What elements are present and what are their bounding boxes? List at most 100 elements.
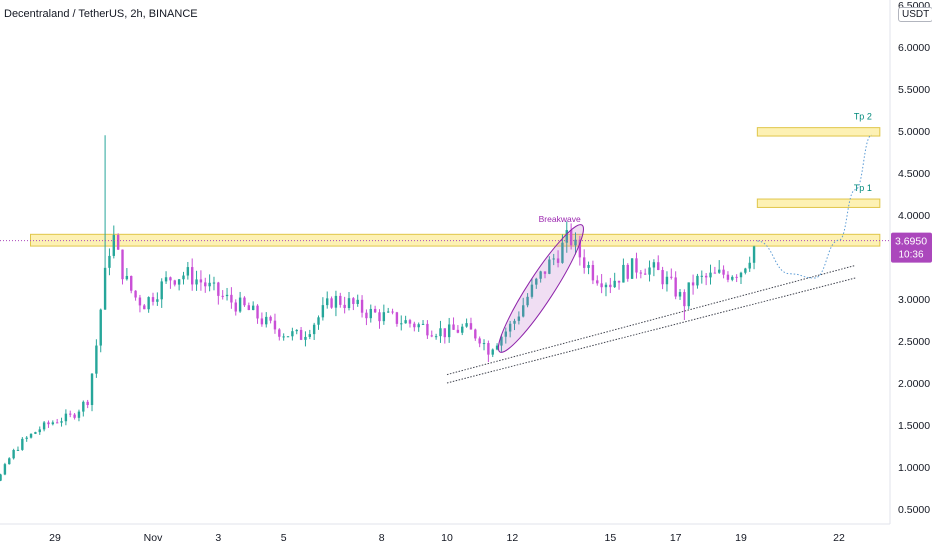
resistance-zone[interactable]	[30, 233, 881, 247]
x-tick-label: 10	[441, 532, 453, 544]
candle-body	[752, 246, 756, 263]
candle-body	[378, 312, 381, 322]
candle-body	[522, 305, 525, 317]
candle-body	[426, 323, 429, 336]
candle-body	[657, 262, 660, 271]
time-axis[interactable]: 29 Nov 3 5 8 10 12 15 17 19 22	[49, 532, 845, 544]
candle-body	[500, 336, 503, 346]
candle-body	[312, 324, 316, 335]
candle-body	[308, 334, 311, 337]
candle-body	[51, 422, 55, 425]
candle-body	[225, 294, 229, 297]
candle-body	[482, 343, 486, 345]
candle-body	[147, 297, 150, 310]
candle-body	[391, 311, 394, 313]
candle-body	[643, 273, 647, 275]
candle-body	[356, 299, 359, 304]
candle-body	[726, 274, 730, 280]
candle-body	[151, 297, 155, 302]
candle-body	[722, 269, 725, 275]
candle-body	[64, 413, 68, 422]
trend-channel-line[interactable]	[446, 277, 856, 384]
candle-body	[452, 324, 455, 330]
candle-body	[474, 329, 477, 339]
candle-body	[421, 323, 425, 325]
overlay-drawings: Breakwave	[0, 134, 890, 384]
candle-body	[304, 336, 307, 340]
candle-body	[282, 336, 285, 338]
x-tick-label: 19	[735, 532, 747, 544]
candle-body	[8, 458, 11, 465]
candle-body	[247, 305, 251, 311]
candle-body	[587, 265, 590, 268]
candle-body	[121, 249, 124, 280]
candle-body	[439, 328, 442, 337]
x-tick-label: 22	[833, 532, 845, 544]
candle-body	[199, 279, 203, 283]
candle-body	[108, 255, 111, 268]
candle-body	[704, 275, 708, 278]
candle-body	[326, 298, 329, 306]
candle-body	[491, 349, 494, 355]
candle-body	[125, 275, 129, 280]
y-tick-label: 6.0000	[898, 42, 930, 54]
breakwave-ellipse[interactable]	[489, 218, 593, 359]
candle-body	[487, 343, 490, 355]
candle-body	[134, 290, 137, 298]
candle-body	[99, 309, 102, 346]
candle-body	[251, 305, 255, 311]
candle-body	[238, 297, 242, 312]
candle-body	[508, 323, 512, 332]
candle-body	[395, 312, 399, 324]
candle-body	[517, 316, 521, 321]
candle-body	[47, 422, 50, 425]
candle-body	[591, 265, 595, 281]
candles-layer	[0, 135, 756, 482]
candle-body	[195, 279, 198, 285]
resistance-zone[interactable]	[756, 127, 881, 137]
candle-body	[77, 411, 81, 418]
candle-body	[478, 338, 481, 344]
candle-body	[678, 292, 682, 297]
candle-body	[495, 345, 499, 350]
candle-body	[600, 283, 603, 288]
candle-body	[469, 323, 473, 330]
candle-body	[130, 275, 133, 291]
candle-body	[365, 312, 368, 319]
candle-body	[42, 422, 46, 430]
candle-body	[334, 295, 338, 308]
candle-body	[744, 268, 747, 273]
candle-body	[565, 230, 568, 243]
candle-body	[116, 235, 120, 250]
candle-body	[69, 413, 72, 415]
candle-body	[321, 305, 325, 318]
target-label: Tp 2	[854, 112, 872, 122]
candle-body	[143, 305, 146, 310]
currency-badge[interactable]: USDT	[898, 7, 932, 22]
candle-body	[430, 335, 433, 337]
resistance-zone[interactable]	[756, 198, 881, 208]
candle-body	[177, 279, 181, 285]
candle-body	[330, 298, 333, 308]
candle-body	[735, 276, 738, 278]
trend-channel-line[interactable]	[446, 264, 856, 376]
candle-body	[164, 277, 168, 282]
candle-body	[29, 433, 33, 438]
candle-body	[639, 272, 643, 274]
candle-body	[347, 298, 351, 309]
candle-body	[417, 324, 420, 328]
candle-body	[12, 449, 15, 459]
candle-body	[674, 277, 677, 297]
y-tick-label: 4.5000	[898, 168, 930, 180]
candle-body	[269, 316, 272, 321]
candle-body	[95, 345, 98, 374]
candle-body	[578, 239, 582, 258]
candle-body	[112, 235, 115, 256]
candle-body	[548, 259, 551, 274]
candle-body	[286, 336, 290, 338]
candle-body	[86, 401, 89, 406]
price-tag-countdown: 10:36	[898, 250, 923, 261]
y-tick-label: 1.0000	[898, 462, 930, 474]
